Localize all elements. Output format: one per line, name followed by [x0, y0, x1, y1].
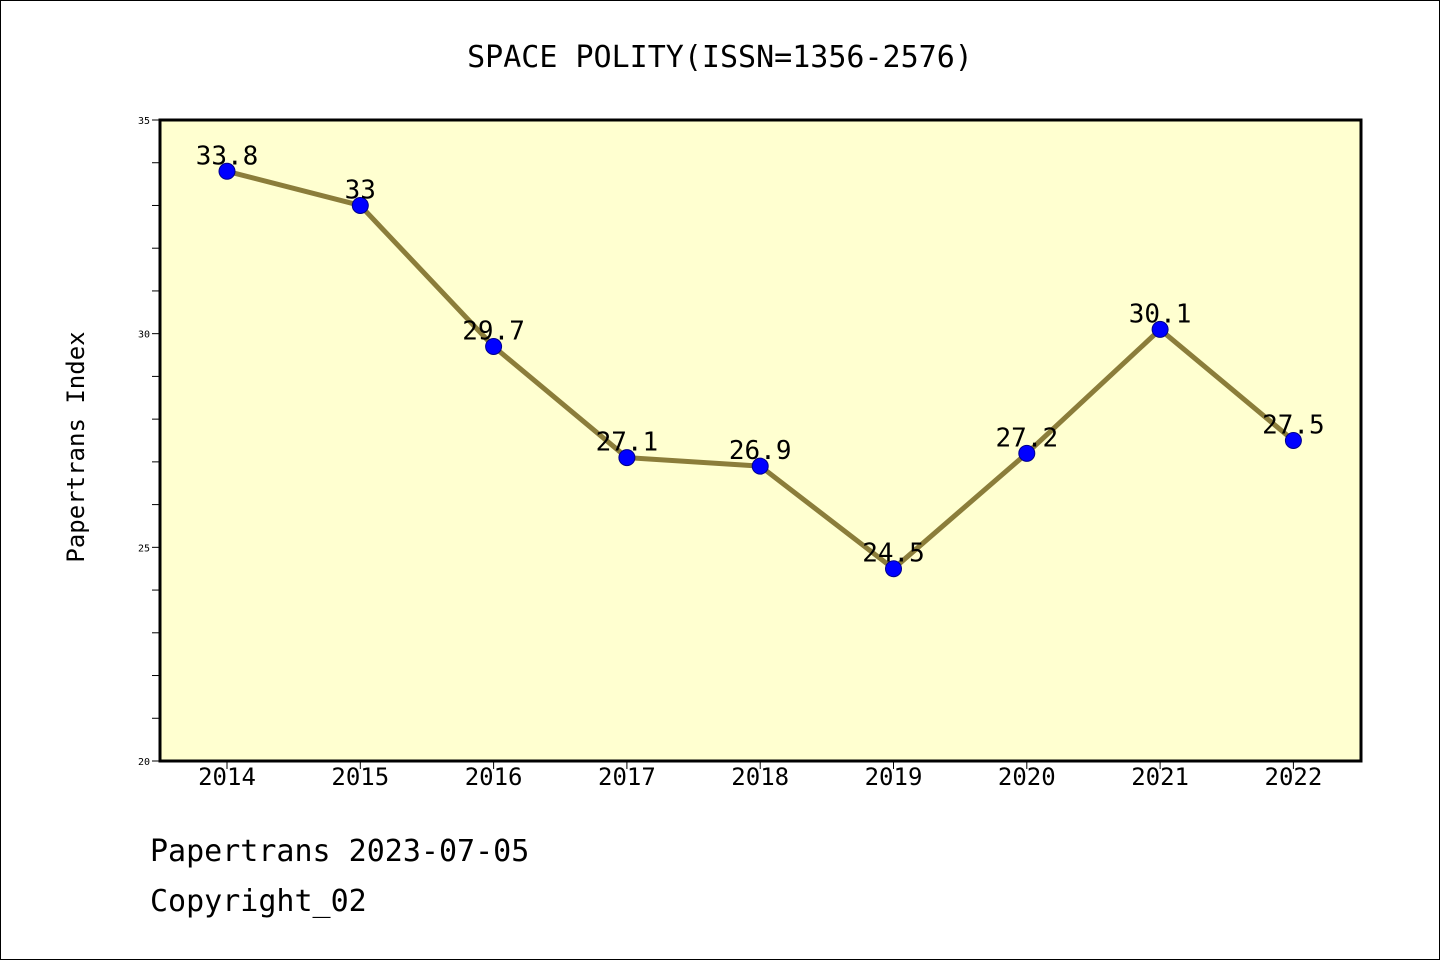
- x-tick-label: 2018: [731, 763, 789, 791]
- data-label: 26.9: [729, 436, 792, 466]
- y-tick-label: 35: [138, 116, 150, 127]
- x-tick-label: 2022: [1265, 763, 1323, 791]
- data-label: 30.1: [1129, 299, 1192, 329]
- data-point: [1284, 432, 1302, 449]
- y-tick-label: 30: [138, 330, 150, 341]
- data-point: [1151, 320, 1169, 338]
- x-tick-label: 2014: [198, 763, 256, 791]
- x-tick-label: 2017: [598, 763, 656, 791]
- x-tick-label: 2021: [1131, 763, 1189, 791]
- data-label: 29.7: [462, 316, 525, 346]
- data-labels: 33.8 33 29.7 27.1 26.9 24.5 27.2 30.1 27.5: [196, 141, 1325, 568]
- data-points: [218, 162, 1302, 578]
- y-axis-label: Papertrans Index: [62, 331, 90, 562]
- data-point: [618, 449, 636, 467]
- data-label: 27.2: [995, 423, 1058, 453]
- data-point: [485, 337, 503, 355]
- x-tick-label: 2019: [865, 763, 923, 791]
- x-axis-ticks: 2014 2015 2016 2017 2018 2019 2020 2021 2022: [198, 761, 1322, 791]
- footer-copyright: Copyright_02: [150, 884, 367, 919]
- plot-area: [158, 118, 1363, 763]
- chart-title: SPACE POLITY(ISSN=1356-2576): [467, 40, 973, 75]
- data-point: [751, 457, 769, 475]
- data-label: 27.1: [596, 428, 659, 458]
- y-tick-label: 25: [138, 543, 150, 554]
- footer-date-line: Papertrans 2023-07-05: [150, 834, 530, 869]
- x-tick-label: 2020: [998, 763, 1056, 791]
- data-label: 27.5: [1262, 411, 1325, 441]
- data-label: 24.5: [862, 539, 925, 569]
- y-axis-ticks: 20 25 30 35: [138, 116, 160, 768]
- data-point: [218, 162, 236, 180]
- data-label: 33.8: [196, 141, 259, 171]
- x-tick-label: 2015: [331, 763, 389, 791]
- data-point: [1018, 444, 1036, 462]
- x-tick-label: 2016: [465, 763, 523, 791]
- data-label: 33: [345, 175, 376, 205]
- data-point: [351, 196, 369, 214]
- y-tick-label: 20: [138, 757, 150, 768]
- data-point: [885, 560, 902, 578]
